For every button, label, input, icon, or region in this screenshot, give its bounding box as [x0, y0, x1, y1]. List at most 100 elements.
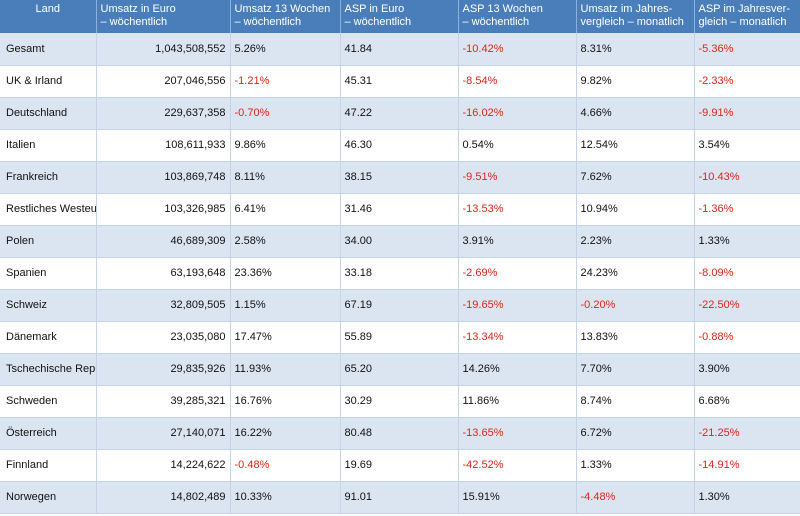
value-cell: 2.23% [576, 225, 695, 258]
value-cell: 27,140,071 [96, 417, 231, 450]
value-cell: -19.65% [458, 289, 577, 322]
value-cell: 45.31 [340, 65, 459, 98]
header-land: Land [0, 0, 97, 33]
value-cell: -0.70% [230, 97, 341, 130]
country-cell: Polen [0, 225, 97, 258]
value-cell: 16.22% [230, 417, 341, 450]
country-cell: Restliches Westeuropa [0, 193, 97, 226]
table-row: Österreich 27,140,071 16.22% 80.48 -13.65% 6.… [0, 417, 800, 450]
header-umsatz-13-wochen: Umsatz 13 Wochen – wöchentlich [230, 0, 341, 33]
value-cell: 10.33% [230, 481, 341, 514]
value-cell: -8.54% [458, 65, 577, 98]
value-cell: 67.19 [340, 289, 459, 322]
value-cell: 24.23% [576, 257, 695, 290]
value-cell: -10.42% [458, 33, 577, 66]
country-cell: Frankreich [0, 161, 97, 194]
value-cell: -13.34% [458, 321, 577, 354]
country-cell: Italien [0, 129, 97, 162]
value-cell: 2.58% [230, 225, 341, 258]
value-cell: 32,809,505 [96, 289, 231, 322]
table-row: Schweden 39,285,321 16.76% 30.29 11.86% 8.74%… [0, 385, 800, 418]
value-cell: 39,285,321 [96, 385, 231, 418]
value-cell: 6.41% [230, 193, 341, 226]
table-row: Spanien 63,193,648 23.36% 33.18 -2.69% 24.23%… [0, 257, 800, 290]
value-cell: 0.54% [458, 129, 577, 162]
value-cell: -0.20% [576, 289, 695, 322]
value-cell: 5.26% [230, 33, 341, 66]
value-cell: 33.18 [340, 257, 459, 290]
value-cell: 41.84 [340, 33, 459, 66]
table-body: Gesamt 1,043,508,552 5.26% 41.84 -10.42% 8.31… [0, 33, 800, 514]
header-asp-13-wochen: ASP 13 Wochen – wöchentlich [458, 0, 577, 33]
value-cell: -16.02% [458, 97, 577, 130]
country-cell: Norwegen [0, 481, 97, 514]
value-cell: -4.48% [576, 481, 695, 514]
value-cell: -5.36% [694, 33, 800, 66]
value-cell: 7.62% [576, 161, 695, 194]
value-cell: 3.90% [694, 353, 800, 386]
table-row: Italien 108,611,933 9.86% 46.30 0.54% 12.54% 3… [0, 129, 800, 162]
value-cell: 46.30 [340, 129, 459, 162]
table-row: Finnland 14,224,622 -0.48% 19.69 -42.52% 1.33… [0, 449, 800, 482]
value-cell: -0.48% [230, 449, 341, 482]
value-cell: 229,637,358 [96, 97, 231, 130]
value-cell: 4.66% [576, 97, 695, 130]
header-asp-jahresvergleich: ASP im Jahresver-gleich – monatlich [694, 0, 800, 33]
value-cell: 1.33% [576, 449, 695, 482]
value-cell: 12.54% [576, 129, 695, 162]
country-cell: Österreich [0, 417, 97, 450]
value-cell: 11.93% [230, 353, 341, 386]
value-cell: 47.22 [340, 97, 459, 130]
table-row: UK & Irland 207,046,556 -1.21% 45.31 -8.54% 9… [0, 65, 800, 98]
value-cell: 108,611,933 [96, 129, 231, 162]
value-cell: 1.33% [694, 225, 800, 258]
value-cell: 1.30% [694, 481, 800, 514]
value-cell: 46,689,309 [96, 225, 231, 258]
table-row: Polen 46,689,309 2.58% 34.00 3.91% 2.23% 1.33% [0, 225, 800, 258]
value-cell: 103,869,748 [96, 161, 231, 194]
table-row: Deutschland 229,637,358 -0.70% 47.22 -16.02%… [0, 97, 800, 130]
country-cell: Schweden [0, 385, 97, 418]
value-cell: 3.54% [694, 129, 800, 162]
value-cell: 30.29 [340, 385, 459, 418]
header-row: Land Umsatz in Euro – wöchentlich Umsatz 13… [0, 0, 800, 33]
header-asp-euro: ASP in Euro – wöchentlich [340, 0, 459, 33]
value-cell: -14.91% [694, 449, 800, 482]
value-cell: 6.68% [694, 385, 800, 418]
value-cell: -8.09% [694, 257, 800, 290]
header-umsatz-jahresvergleich: Umsatz im Jahres-vergleich – monatlich [576, 0, 695, 33]
value-cell: 23.36% [230, 257, 341, 290]
value-cell: -10.43% [694, 161, 800, 194]
value-cell: 9.86% [230, 129, 341, 162]
value-cell: 13.83% [576, 321, 695, 354]
country-cell: Gesamt [0, 33, 97, 66]
country-cell: Schweiz [0, 289, 97, 322]
value-cell: -21.25% [694, 417, 800, 450]
value-cell: 31.46 [340, 193, 459, 226]
value-cell: -2.69% [458, 257, 577, 290]
value-cell: -42.52% [458, 449, 577, 482]
table-row: Restliches Westeuropa103,326,9856.41%31.… [0, 193, 800, 226]
value-cell: 91.01 [340, 481, 459, 514]
value-cell: 16.76% [230, 385, 341, 418]
country-cell: UK & Irland [0, 65, 97, 98]
value-cell: 9.82% [576, 65, 695, 98]
value-cell: 1.15% [230, 289, 341, 322]
value-cell: 17.47% [230, 321, 341, 354]
value-cell: 34.00 [340, 225, 459, 258]
value-cell: -13.53% [458, 193, 577, 226]
value-cell: -0.88% [694, 321, 800, 354]
value-cell: 14,224,622 [96, 449, 231, 482]
header-umsatz-euro: Umsatz in Euro – wöchentlich [96, 0, 231, 33]
table-row: Frankreich 103,869,748 8.11% 38.15 -9.51% 7.6… [0, 161, 800, 194]
value-cell: -22.50% [694, 289, 800, 322]
country-cell: Spanien [0, 257, 97, 290]
value-cell: 55.89 [340, 321, 459, 354]
value-cell: -13.65% [458, 417, 577, 450]
value-cell: -9.51% [458, 161, 577, 194]
value-cell: 8.11% [230, 161, 341, 194]
value-cell: -1.36% [694, 193, 800, 226]
value-cell: 14,802,489 [96, 481, 231, 514]
value-cell: 29,835,926 [96, 353, 231, 386]
